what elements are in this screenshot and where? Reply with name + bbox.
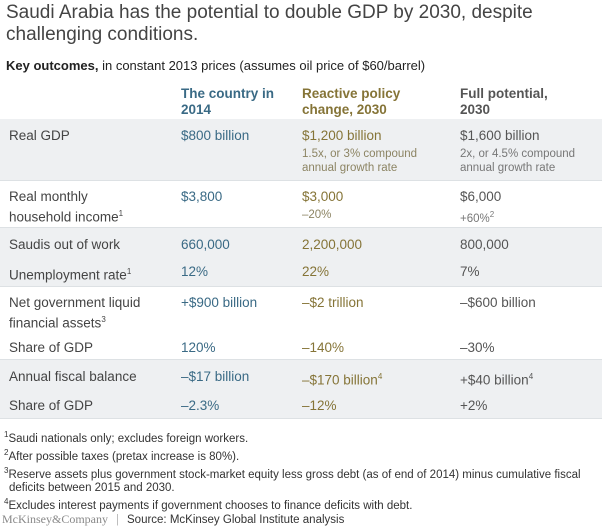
- footnote: 1Saudi nationals only; excludes foreign …: [4, 430, 249, 445]
- value-reactive: –140%: [302, 340, 345, 355]
- row-label: Share of GDP: [9, 340, 94, 355]
- note-full: +60%2: [460, 210, 495, 225]
- row-band: [0, 119, 602, 181]
- column-header-full-potential: Full potential, 2030: [460, 86, 548, 117]
- value-full: $6,000: [460, 189, 502, 204]
- row-label: Net government liquid financial assets3: [9, 295, 141, 331]
- value-reactive: –$2 trillion: [302, 295, 364, 310]
- value-full: +2%: [460, 398, 488, 413]
- value-full: +$40 billion4: [460, 372, 534, 388]
- footnotes: 1Saudi nationals only; excludes foreign …: [4, 428, 602, 513]
- value-2014: $800 billion: [181, 128, 250, 143]
- value-reactive: 2,200,000: [302, 237, 363, 252]
- separator: |: [116, 514, 119, 526]
- value-reactive: 22%: [302, 264, 330, 279]
- value-reactive: –12%: [302, 398, 337, 413]
- row-label: Annual fiscal balance: [9, 369, 137, 384]
- value-2014: +$900 billion: [181, 295, 258, 310]
- value-2014: $3,800: [181, 189, 223, 204]
- column-header-2014: The country in 2014: [181, 86, 275, 117]
- exhibit-subtitle: Key outcomes, in constant 2013 prices (a…: [6, 58, 425, 73]
- column-header-reactive: Reactive policy change, 2030: [302, 86, 401, 117]
- row-band: [0, 228, 602, 287]
- value-full: 800,000: [460, 237, 509, 252]
- value-reactive: $1,200 billion: [302, 128, 382, 143]
- value-2014: 12%: [181, 264, 209, 279]
- value-2014: 120%: [181, 340, 216, 355]
- value-full: –$600 billion: [460, 295, 536, 310]
- subtitle-bold: Key outcomes,: [6, 58, 99, 73]
- row-label: Share of GDP: [9, 398, 94, 413]
- value-reactive: $3,000: [302, 189, 344, 204]
- mckinsey-logo: McKinsey&Company: [2, 512, 108, 526]
- row-band: [0, 181, 602, 228]
- value-2014: –$17 billion: [181, 369, 250, 384]
- value-2014: 660,000: [181, 237, 230, 252]
- subtitle-rest: in constant 2013 prices (assumes oil pri…: [98, 58, 426, 73]
- row-label: Real GDP: [9, 128, 70, 143]
- footnote: 4Excludes interest payments if governmen…: [4, 497, 413, 513]
- footnote: 2After possible taxes (pretax increase i…: [4, 447, 240, 463]
- row-label: Real monthly household income1: [9, 189, 124, 225]
- row-label: Unemployment rate1: [9, 267, 132, 283]
- row-band: [0, 287, 602, 360]
- value-2014: –2.3%: [181, 398, 220, 413]
- footnote: 3Reserve assets plus government stock-ma…: [4, 465, 581, 495]
- row-band: [0, 360, 602, 419]
- source-text: Source: McKinsey Global Institute analys…: [127, 514, 345, 526]
- note-reactive: –20%: [302, 209, 332, 221]
- value-reactive: –$170 billion4: [302, 372, 383, 388]
- note-full: 2x, or 4.5% compound annual growth rate: [460, 148, 576, 174]
- value-full: $1,600 billion: [460, 128, 540, 143]
- footer: McKinsey&Company | Source: McKinsey Global…: [2, 512, 344, 527]
- value-full: 7%: [460, 264, 480, 279]
- note-reactive: 1.5x, or 3% compound annual growth rate: [302, 148, 418, 174]
- value-full: –30%: [460, 340, 495, 355]
- row-label: Saudis out of work: [9, 237, 121, 252]
- exhibit-title: Saudi Arabia has the potential to double…: [6, 2, 533, 45]
